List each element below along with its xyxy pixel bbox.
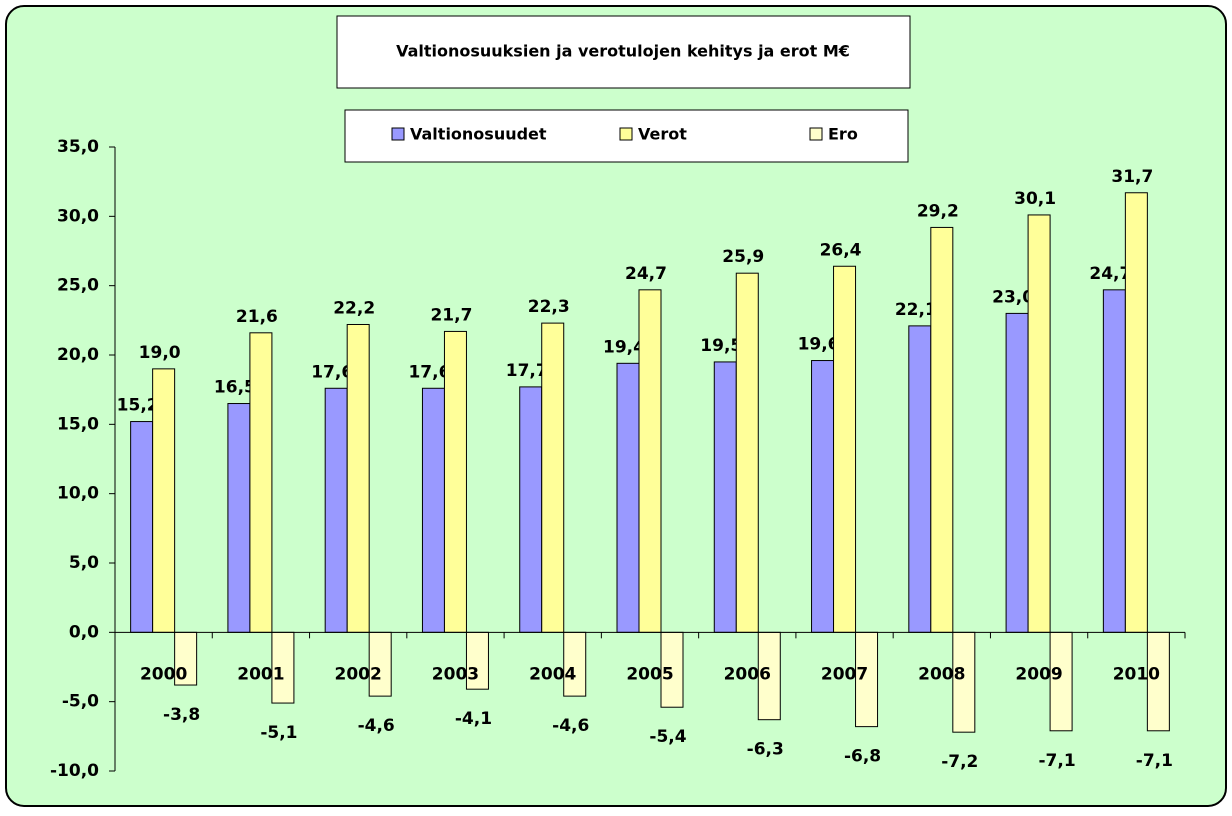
x-tick-label: 2005	[626, 664, 673, 684]
data-label: -3,8	[163, 705, 200, 725]
data-label: -5,4	[649, 727, 686, 747]
y-tick-label: -5,0	[62, 692, 99, 712]
data-label: 24,7	[1089, 264, 1131, 284]
bar	[713, 361, 737, 633]
x-tick-label: 2006	[724, 664, 771, 684]
bar	[833, 265, 857, 633]
x-tick-label: 2008	[918, 664, 965, 684]
data-label: 31,7	[1111, 167, 1153, 187]
legend-label: Ero	[828, 125, 858, 144]
legend-swatch	[809, 127, 823, 141]
bar	[227, 403, 251, 633]
bar	[130, 421, 154, 633]
data-label: 24,7	[625, 264, 667, 284]
legend-swatch	[619, 127, 633, 141]
y-tick-label: -10,0	[50, 761, 99, 781]
data-label: -7,2	[941, 752, 978, 772]
bar	[735, 272, 759, 633]
y-tick-label: 30,0	[57, 206, 99, 226]
x-tick-label: 2002	[335, 664, 382, 684]
bar	[519, 386, 543, 633]
data-label: -7,1	[1136, 751, 1173, 771]
bar	[249, 332, 273, 633]
bar	[811, 360, 835, 633]
legend-label: Valtionosuudet	[410, 125, 547, 144]
data-label: -4,6	[552, 716, 589, 736]
bar	[152, 368, 176, 633]
data-label: 19,6	[798, 335, 840, 355]
bar	[1102, 289, 1126, 633]
y-tick-label: 15,0	[57, 414, 99, 434]
y-tick-label: 25,0	[57, 276, 99, 296]
data-label: 15,2	[117, 396, 159, 416]
data-label: 21,6	[236, 307, 278, 327]
x-tick-label: 2000	[140, 664, 187, 684]
y-tick-label: 10,0	[57, 484, 99, 504]
chart-title: Valtionosuuksien ja verotulojen kehitys …	[396, 42, 850, 61]
bar	[930, 226, 954, 633]
data-label: 19,4	[603, 337, 645, 357]
y-tick-label: 35,0	[57, 137, 99, 157]
bar	[541, 322, 565, 633]
data-label: -6,3	[747, 740, 784, 760]
y-tick-label: 0,0	[69, 622, 99, 642]
data-label: -5,1	[260, 723, 297, 743]
bar	[1124, 192, 1148, 633]
title-box	[336, 15, 911, 89]
bar	[324, 387, 348, 633]
data-label: 21,7	[430, 305, 472, 325]
x-tick-label: 2004	[529, 664, 576, 684]
x-tick-label: 2010	[1113, 664, 1160, 684]
data-label: 19,5	[700, 336, 742, 356]
data-label: 29,2	[917, 201, 959, 221]
data-label: 30,1	[1014, 189, 1056, 209]
y-tick-label: 5,0	[69, 553, 99, 573]
data-label: -4,6	[358, 716, 395, 736]
data-label: 25,9	[722, 247, 764, 267]
bar	[616, 362, 640, 633]
bar	[1005, 312, 1029, 633]
data-label: 26,4	[820, 240, 862, 260]
x-tick-label: 2001	[237, 664, 284, 684]
data-label: 17,6	[408, 362, 450, 382]
data-label: 17,6	[311, 362, 353, 382]
data-label: 22,3	[528, 297, 570, 317]
data-label: -6,8	[844, 747, 881, 767]
bar	[908, 325, 932, 633]
data-label: -7,1	[1039, 751, 1076, 771]
data-label: 22,1	[895, 300, 937, 320]
bar	[346, 323, 370, 633]
x-tick-label: 2009	[1015, 664, 1062, 684]
data-label: 19,0	[139, 343, 181, 363]
bar	[638, 289, 662, 633]
legend-label: Verot	[638, 125, 687, 144]
bar	[1027, 214, 1051, 633]
data-label: 22,2	[333, 298, 375, 318]
x-tick-label: 2007	[821, 664, 868, 684]
data-label: 23,0	[992, 287, 1034, 307]
data-label: 17,7	[506, 361, 548, 381]
data-label: 16,5	[214, 378, 256, 398]
bar	[443, 330, 467, 633]
bar	[421, 387, 445, 633]
legend-swatch	[391, 127, 405, 141]
y-tick-label: 20,0	[57, 345, 99, 365]
x-tick-label: 2003	[432, 664, 479, 684]
data-label: -4,1	[455, 709, 492, 729]
